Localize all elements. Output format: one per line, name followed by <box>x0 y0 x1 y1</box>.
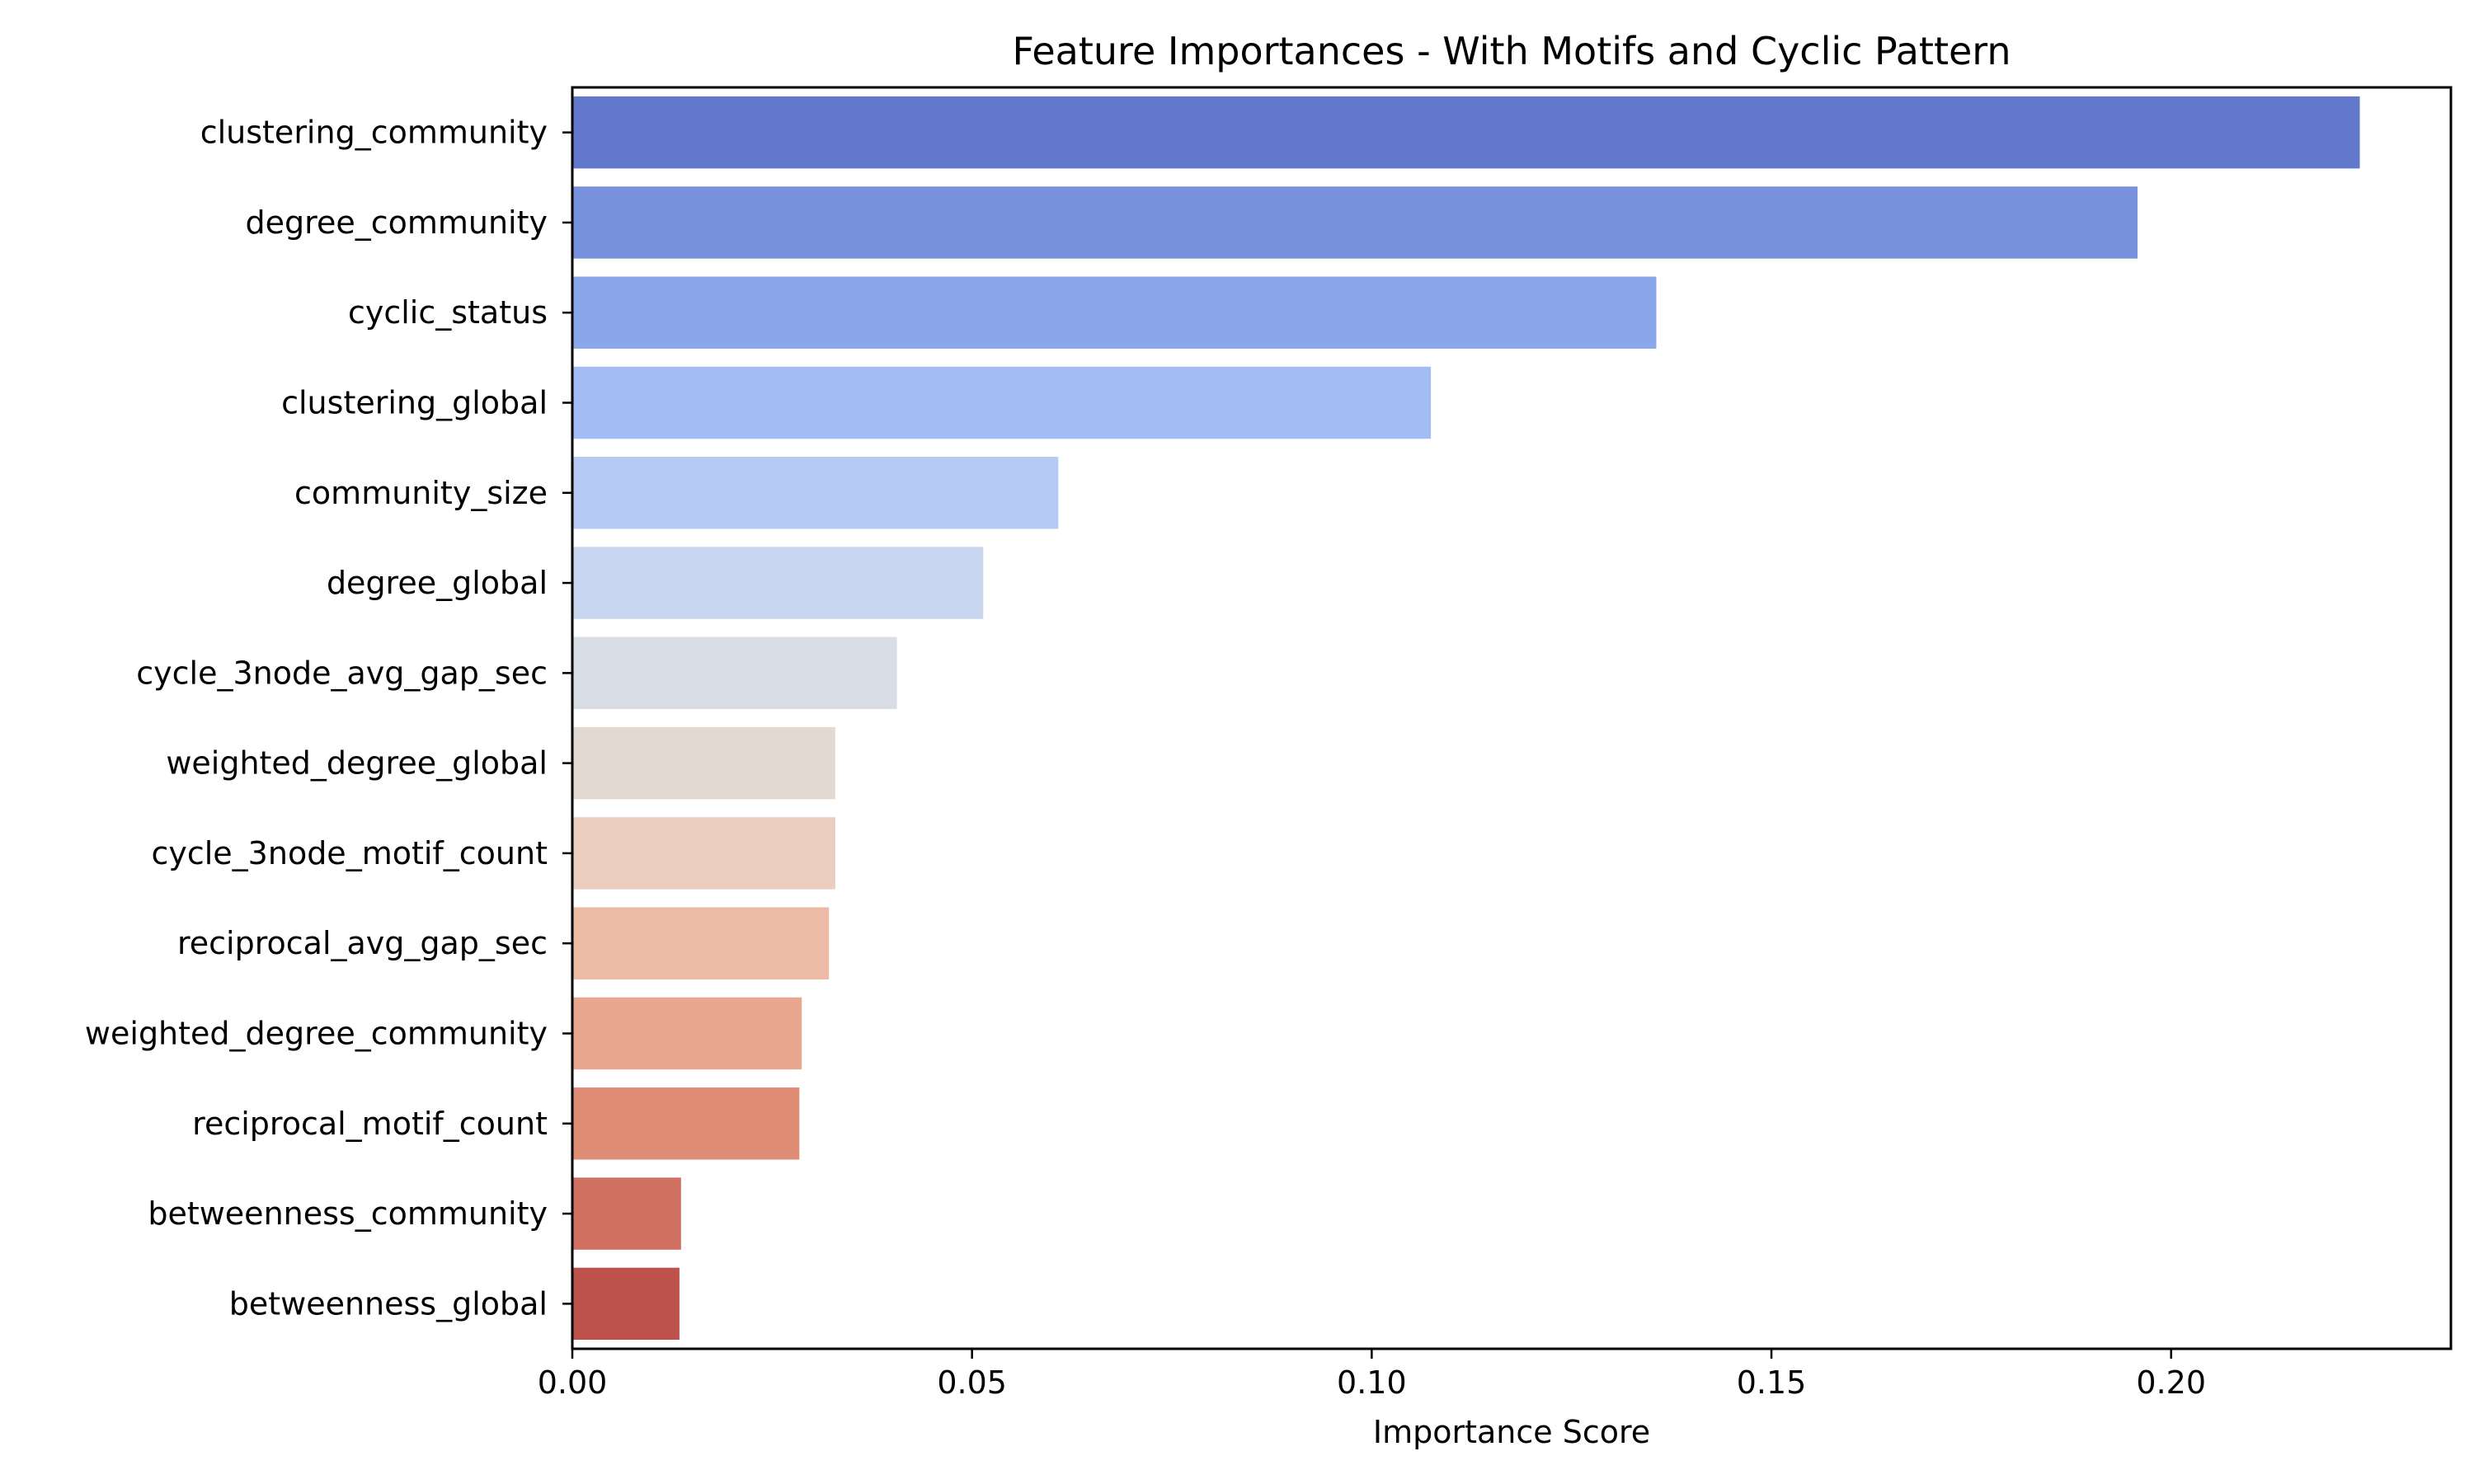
category-label: community_size <box>294 475 548 511</box>
category-label: cyclic_status <box>348 294 548 331</box>
category-labels: clustering_community degree_communitycycl… <box>85 115 572 1322</box>
bar-weighted-degree-community <box>572 997 802 1070</box>
x-tick-label: 0.05 <box>937 1364 1007 1401</box>
bar-group <box>572 96 2360 1341</box>
x-tick-label: 0.20 <box>2136 1364 2206 1401</box>
category-label: betweenness_community <box>148 1195 548 1232</box>
bar-cyclic-status <box>572 276 1657 349</box>
bar-cycle-3node-avg-gap-sec <box>572 636 897 710</box>
category-label: cycle_3node_motif_count <box>151 835 548 871</box>
category-label: reciprocal_avg_gap_sec <box>177 925 548 961</box>
bar-degree-community <box>572 186 2138 259</box>
category-label: clustering_community <box>200 115 548 151</box>
plot-frame <box>571 86 2453 1350</box>
category-label: clustering_global <box>281 385 548 421</box>
category-label: reciprocal_motif_count <box>192 1106 548 1142</box>
bar-clustering-community <box>572 96 2360 169</box>
bar-community-size <box>572 457 1059 529</box>
x-tick-label: 0.00 <box>538 1364 608 1401</box>
category-label: degree_community <box>246 204 548 241</box>
category-label: weighted_degree_global <box>166 745 548 782</box>
bar-reciprocal-motif-count <box>572 1087 800 1160</box>
category-label: cycle_3node_avg_gap_sec <box>136 655 548 691</box>
bar-betweenness-community <box>572 1177 681 1250</box>
x-tick-label: 0.10 <box>1337 1364 1407 1401</box>
bar-clustering-global <box>572 366 1432 439</box>
bar-degree-global <box>572 547 984 619</box>
x-axis-label: Importance Score <box>1373 1414 1650 1450</box>
bar-weighted-degree-global <box>572 726 835 800</box>
chart-title: Feature Importances - With Motifs and Cy… <box>1012 29 2011 73</box>
x-tick-label: 0.15 <box>1737 1364 1807 1401</box>
category-label: weighted_degree_community <box>85 1016 548 1052</box>
bar-reciprocal-avg-gap-sec <box>572 907 830 979</box>
x-axis: 0.00 0.05 0.10 0.15 0.20 <box>538 1349 2206 1401</box>
bar-betweenness-global <box>572 1267 680 1341</box>
category-label: betweenness_global <box>229 1285 548 1322</box>
bar-cycle-3node-motif-count <box>572 817 835 890</box>
category-label: degree_global <box>327 565 548 601</box>
